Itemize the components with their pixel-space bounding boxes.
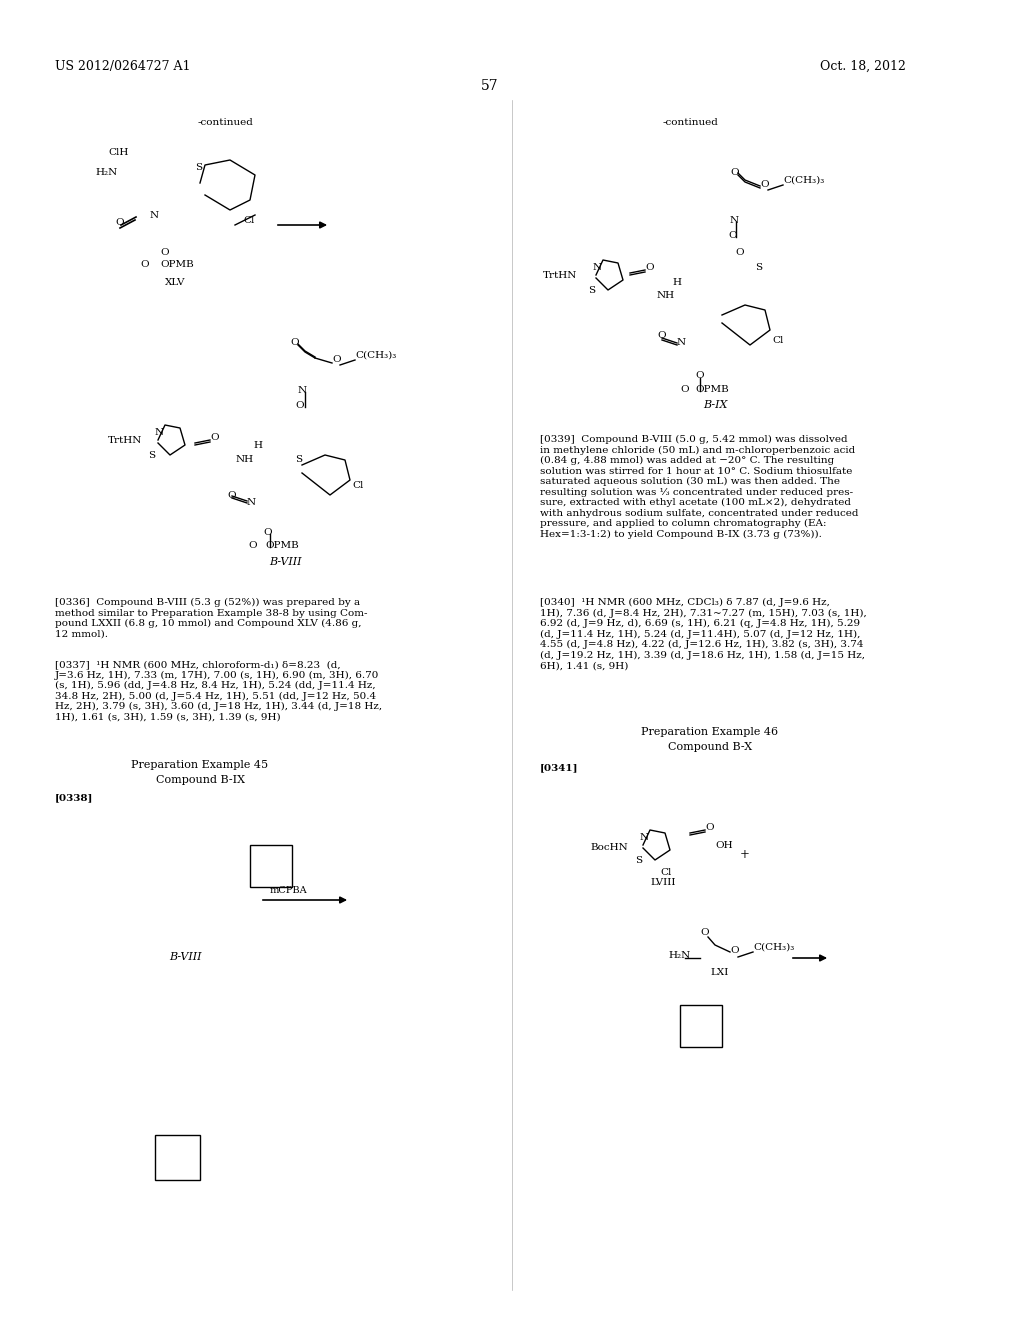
Text: O: O bbox=[700, 928, 709, 937]
Text: 57: 57 bbox=[481, 79, 499, 92]
Text: N: N bbox=[677, 338, 686, 347]
Text: Preparation Example 46: Preparation Example 46 bbox=[641, 727, 778, 737]
Text: US 2012/0264727 A1: US 2012/0264727 A1 bbox=[55, 59, 190, 73]
Text: BocHN: BocHN bbox=[590, 843, 628, 851]
Text: B-VIII: B-VIII bbox=[268, 557, 301, 568]
Text: [0337]  ¹H NMR (600 MHz, chloroform-d₁) δ=8.23  (d,
J=3.6 Hz, 1H), 7.33 (m, 17H): [0337] ¹H NMR (600 MHz, chloroform-d₁) δ… bbox=[55, 660, 382, 722]
Text: C(CH₃)₃: C(CH₃)₃ bbox=[783, 176, 824, 185]
Text: O: O bbox=[760, 180, 769, 189]
Text: O: O bbox=[695, 371, 703, 380]
Text: OPMB: OPMB bbox=[265, 541, 299, 550]
Text: H: H bbox=[253, 441, 262, 450]
Text: [0341]: [0341] bbox=[540, 763, 579, 772]
Text: S: S bbox=[755, 263, 762, 272]
Text: XLV: XLV bbox=[165, 279, 185, 286]
Text: H: H bbox=[672, 279, 681, 286]
Text: O: O bbox=[248, 541, 257, 550]
Text: O: O bbox=[227, 491, 236, 500]
Text: O: O bbox=[645, 263, 653, 272]
Text: N: N bbox=[247, 498, 256, 507]
Text: N: N bbox=[640, 833, 649, 842]
Text: -continued: -continued bbox=[663, 117, 718, 127]
Text: OH: OH bbox=[715, 841, 732, 850]
Text: N: N bbox=[155, 428, 164, 437]
Text: OPMB: OPMB bbox=[160, 260, 194, 269]
Text: N: N bbox=[298, 385, 307, 395]
Text: C(CH₃)₃: C(CH₃)₃ bbox=[355, 351, 396, 360]
Text: H₂N: H₂N bbox=[668, 950, 690, 960]
Text: S: S bbox=[195, 162, 202, 172]
Text: N: N bbox=[593, 263, 602, 272]
Text: O: O bbox=[730, 946, 738, 954]
Text: Cl: Cl bbox=[772, 337, 783, 345]
Text: NH: NH bbox=[657, 290, 675, 300]
Text: Cl: Cl bbox=[243, 216, 254, 224]
Text: O: O bbox=[657, 331, 666, 341]
Text: Cl: Cl bbox=[352, 480, 364, 490]
Text: Compound B-X: Compound B-X bbox=[668, 742, 752, 752]
Text: B-VIII: B-VIII bbox=[169, 952, 202, 962]
Text: S: S bbox=[588, 286, 595, 294]
Text: N: N bbox=[730, 216, 739, 224]
Text: Oct. 18, 2012: Oct. 18, 2012 bbox=[820, 59, 906, 73]
Text: [0340]  ¹H NMR (600 MHz, CDCl₃) δ 7.87 (d, J=9.6 Hz,
1H), 7.36 (d, J=8.4 Hz, 2H): [0340] ¹H NMR (600 MHz, CDCl₃) δ 7.87 (d… bbox=[540, 598, 866, 671]
Text: S: S bbox=[295, 455, 302, 465]
Text: Compound B-IX: Compound B-IX bbox=[156, 775, 245, 785]
Text: ClH: ClH bbox=[108, 148, 128, 157]
Text: O: O bbox=[705, 822, 714, 832]
Text: NH: NH bbox=[236, 455, 254, 465]
Text: [0338]: [0338] bbox=[55, 793, 93, 803]
Text: LXI: LXI bbox=[711, 968, 729, 977]
Text: mCPBA: mCPBA bbox=[270, 886, 307, 895]
Text: O: O bbox=[332, 355, 341, 364]
Text: S: S bbox=[635, 855, 642, 865]
Text: O: O bbox=[680, 385, 688, 393]
Text: OPMB: OPMB bbox=[695, 385, 729, 393]
Text: N: N bbox=[150, 211, 159, 220]
Text: O: O bbox=[728, 231, 736, 240]
Text: O: O bbox=[263, 528, 271, 537]
Text: O: O bbox=[735, 248, 743, 257]
Text: O: O bbox=[115, 218, 124, 227]
Text: Cl: Cl bbox=[660, 869, 672, 876]
Text: H₂N: H₂N bbox=[95, 168, 118, 177]
Text: C(CH₃)₃: C(CH₃)₃ bbox=[753, 942, 795, 952]
Text: -continued: -continued bbox=[197, 117, 253, 127]
Text: O: O bbox=[210, 433, 219, 442]
Text: LVIII: LVIII bbox=[650, 878, 676, 887]
Text: [0336]  Compound B-VIII (5.3 g (52%)) was prepared by a
method similar to Prepar: [0336] Compound B-VIII (5.3 g (52%)) was… bbox=[55, 598, 368, 639]
Text: O: O bbox=[140, 260, 148, 269]
Text: +: + bbox=[740, 847, 750, 861]
Text: O: O bbox=[295, 401, 304, 411]
Text: Preparation Example 45: Preparation Example 45 bbox=[131, 760, 268, 770]
Text: B-IX: B-IX bbox=[702, 400, 727, 411]
Text: TrtHN: TrtHN bbox=[108, 436, 142, 445]
Text: O: O bbox=[730, 168, 738, 177]
Text: [0339]  Compound B-VIII (5.0 g, 5.42 mmol) was dissolved
in methylene chloride (: [0339] Compound B-VIII (5.0 g, 5.42 mmol… bbox=[540, 436, 858, 539]
Text: O: O bbox=[160, 248, 169, 257]
Text: S: S bbox=[148, 451, 155, 459]
Text: O: O bbox=[290, 338, 299, 347]
Text: TrtHN: TrtHN bbox=[543, 271, 578, 280]
